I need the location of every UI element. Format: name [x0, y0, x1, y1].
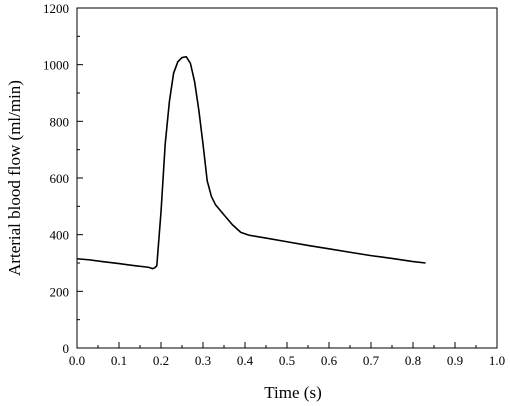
x-tick-label: 0.1	[111, 353, 127, 368]
y-tick-label: 600	[50, 171, 70, 186]
y-axis-label: Arterial blood flow (ml/min)	[5, 80, 24, 276]
x-tick-label: 0.4	[237, 353, 254, 368]
y-tick-label: 1200	[43, 1, 69, 16]
plot-frame	[76, 7, 498, 349]
x-tick-label: 0.6	[321, 353, 338, 368]
x-tick-labels: 0.0 0.1 0.2 0.3 0.4 0.5 0.6 0.7 0.8 0.9 1.0	[69, 353, 505, 368]
x-tick-label: 0.3	[195, 353, 211, 368]
y-tick-label: 200	[50, 284, 70, 299]
series-line-1	[76, 55, 426, 270]
x-tick-label: 1.0	[489, 353, 505, 368]
y-tick-labels: 0 200 400 600 800 1000 1200	[43, 1, 69, 356]
x-tick-label: 0.5	[279, 353, 295, 368]
x-tick-label: 0.2	[153, 353, 169, 368]
axis-ticks	[76, 7, 498, 349]
x-tick-label: 0.8	[405, 353, 421, 368]
y-tick-label: 800	[50, 114, 70, 129]
plot-axes	[76, 7, 498, 349]
x-tick-label: 0.9	[447, 353, 463, 368]
x-tick-label: 0.7	[363, 353, 380, 368]
series-layer	[76, 55, 426, 270]
x-tick-label: 0.0	[69, 353, 85, 368]
y-tick-label: 400	[50, 228, 70, 243]
y-tick-label: 0	[63, 341, 70, 356]
y-tick-label: 1000	[43, 58, 69, 73]
x-axis-label: Time (s)	[264, 383, 321, 402]
